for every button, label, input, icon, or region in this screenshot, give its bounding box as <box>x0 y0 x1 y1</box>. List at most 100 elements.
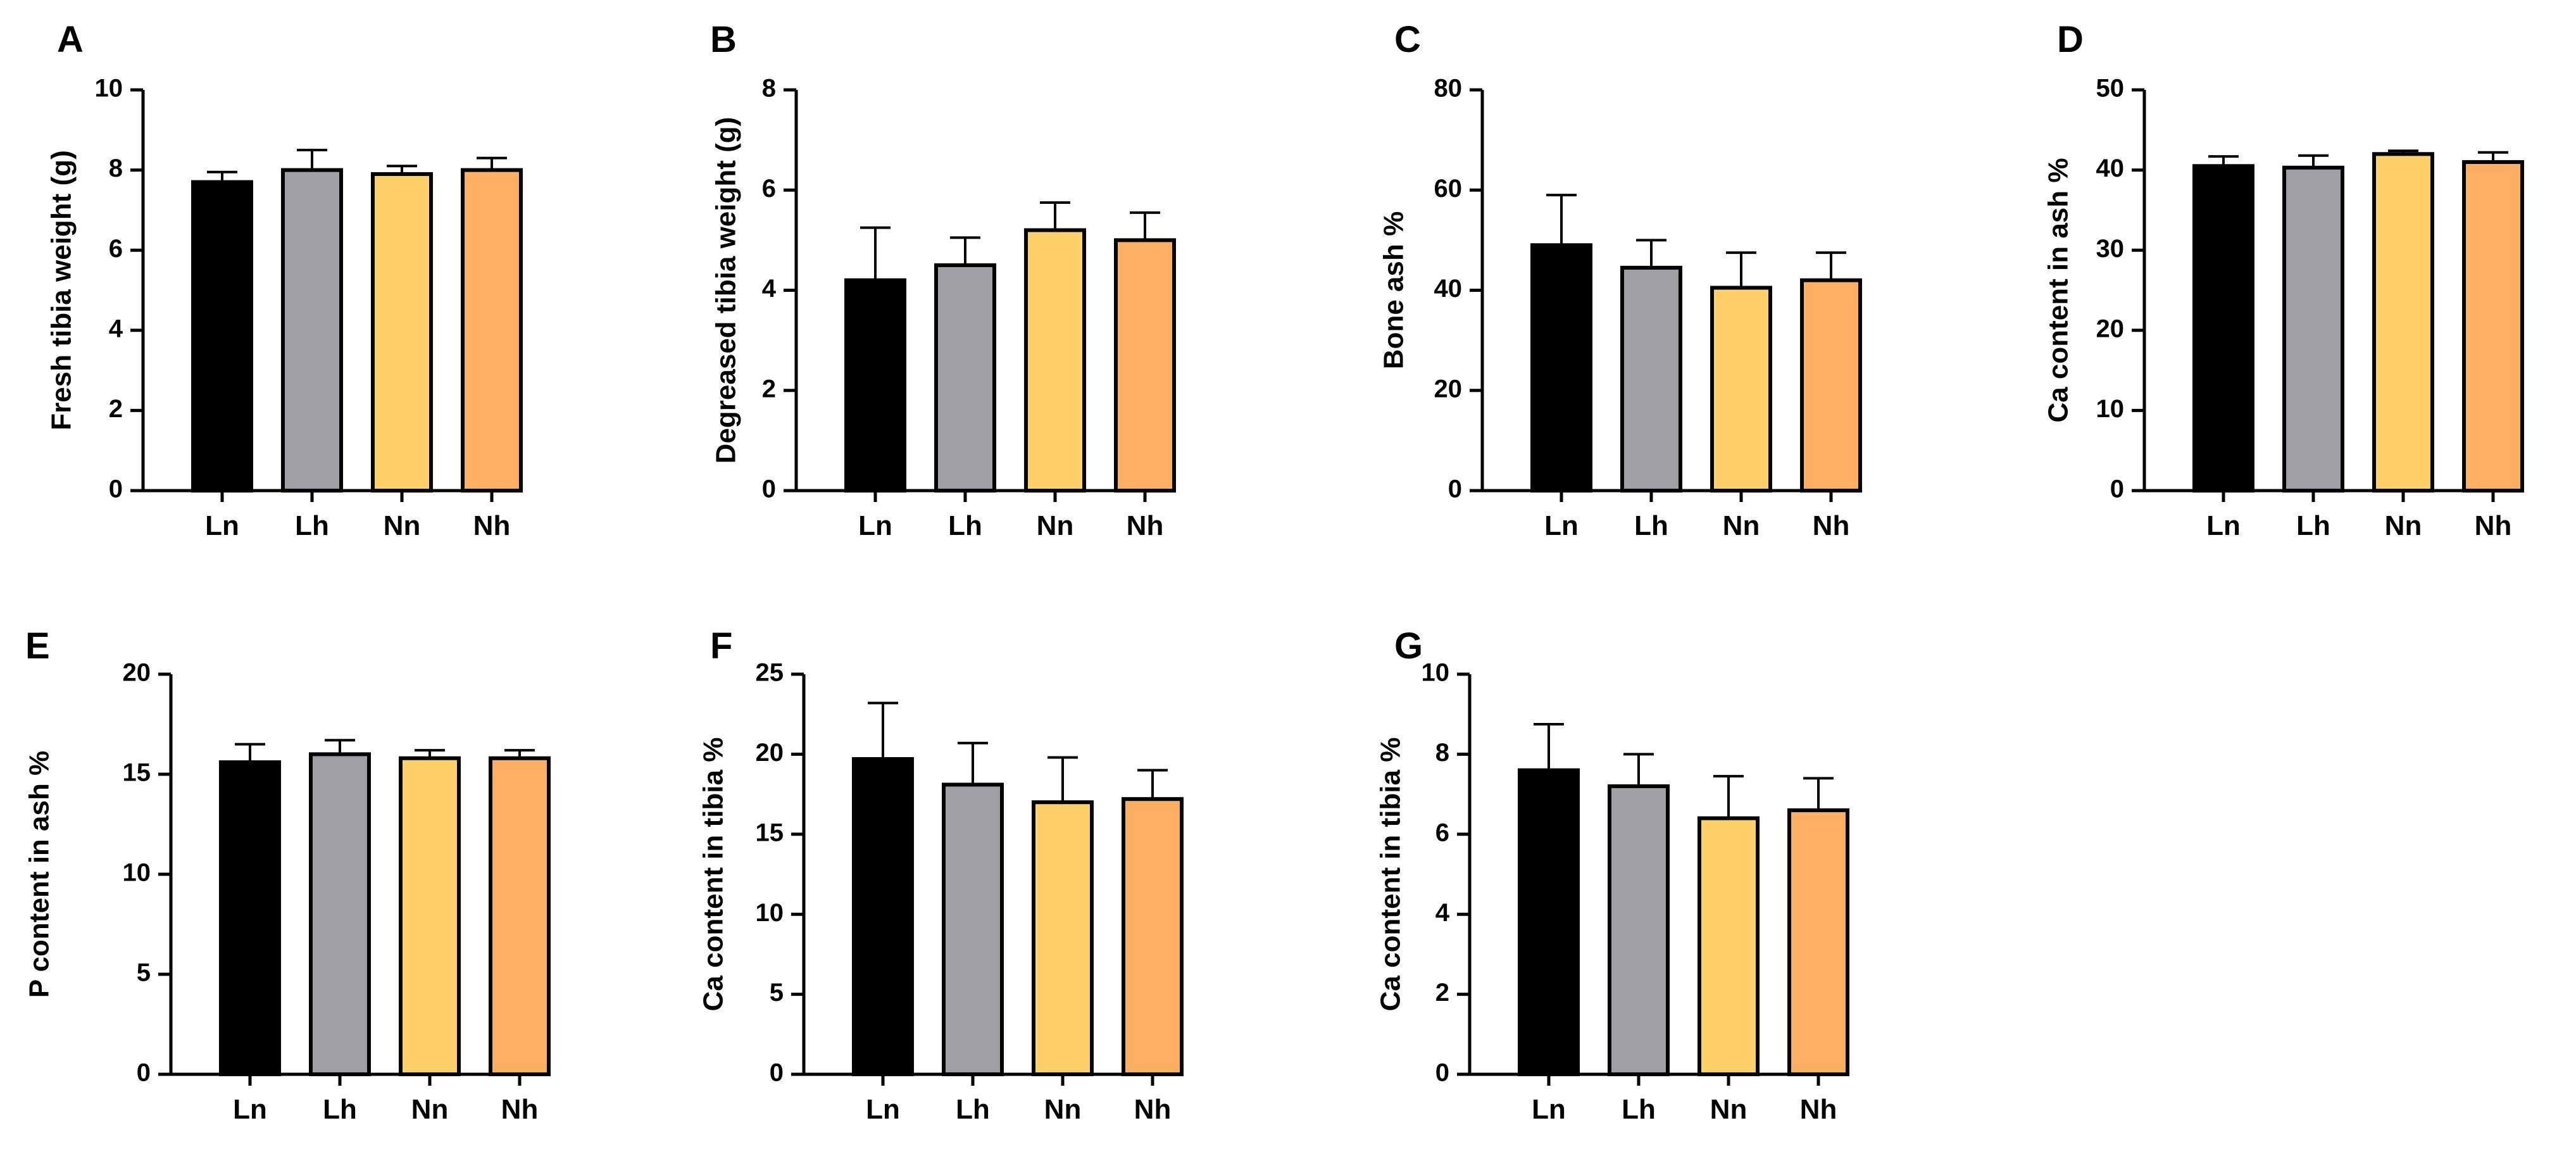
category-label: Lh <box>2296 510 2330 541</box>
y-tick-label: 8 <box>109 154 123 182</box>
bar-nn <box>1032 800 1094 1076</box>
category-label: Ln <box>205 510 239 541</box>
y-tick-label: 15 <box>756 819 784 846</box>
bar-ln <box>2192 164 2254 493</box>
y-tick-label: 25 <box>756 659 784 687</box>
bar-lh <box>2282 165 2344 493</box>
y-tick-label: 6 <box>109 235 123 263</box>
y-tick-label: 2 <box>762 375 776 403</box>
category-label: Nh <box>501 1094 539 1125</box>
y-tick-label: 10 <box>1422 659 1450 687</box>
bar-ln <box>191 180 253 493</box>
panel-letter: F <box>710 625 732 667</box>
y-tick-label: 80 <box>1434 75 1463 103</box>
y-tick-label: 10 <box>756 899 784 927</box>
category-label: Ln <box>1532 1094 1566 1125</box>
y-tick-label: 0 <box>770 1059 784 1087</box>
y-tick-label: 10 <box>2096 395 2125 423</box>
category-label: Nh <box>1800 1094 1837 1125</box>
bar-lh <box>934 263 996 493</box>
bar-nn <box>399 756 461 1076</box>
y-tick-label: 15 <box>123 759 151 787</box>
category-label: Nn <box>1710 1094 1748 1125</box>
bar-nh <box>1122 797 1184 1076</box>
bar-nn <box>371 172 433 493</box>
y-tick-label: 8 <box>1435 739 1449 767</box>
bar-nh <box>2462 160 2524 493</box>
y-tick-label: 0 <box>109 475 123 503</box>
category-label: Lh <box>956 1094 990 1125</box>
y-axis-label: Degreased tibia weight (g) <box>711 117 742 464</box>
category-label: Nh <box>1134 1094 1172 1125</box>
y-tick-label: 6 <box>1435 819 1449 846</box>
bar-lh <box>309 752 371 1077</box>
category-label: Nn <box>1044 1094 1082 1125</box>
panel-f: F Ca content in tibia % 0 5 10 15 20 25 Ln Lh Nn Nh <box>698 625 1184 1125</box>
bar-nn <box>2372 152 2434 493</box>
bar-nh <box>1800 278 1862 493</box>
y-tick-label: 2 <box>1435 979 1449 1007</box>
y-tick-label: 0 <box>137 1059 151 1087</box>
y-axis-label: Ca content in tibia % <box>698 738 729 1012</box>
y-axis-label: Fresh tibia weight (g) <box>46 150 77 430</box>
bar-lh <box>1608 784 1670 1076</box>
bar-nn <box>1710 286 1772 493</box>
bar-ln <box>219 760 281 1077</box>
category-label: Nh <box>1813 510 1850 541</box>
category-label: Nh <box>2475 510 2512 541</box>
y-axis-label: P content in ash % <box>24 751 55 998</box>
y-tick-label: 0 <box>2110 475 2124 503</box>
y-tick-label: 40 <box>1434 275 1463 303</box>
bar-lh <box>281 168 343 493</box>
bar-ln <box>1530 243 1592 493</box>
category-label: Ln <box>858 510 892 541</box>
y-tick-label: 6 <box>762 175 776 203</box>
y-tick-label: 50 <box>2096 75 2125 103</box>
y-tick-label: 0 <box>762 475 776 503</box>
panel-c: C Bone ash % 0 20 40 60 80 Ln Lh Nn Nh <box>1379 19 1862 541</box>
y-tick-label: 10 <box>123 859 151 887</box>
bar-nn <box>1698 816 1760 1077</box>
category-label: Nn <box>2385 510 2422 541</box>
panel-letter: A <box>57 19 84 60</box>
bar-ln <box>844 278 906 493</box>
category-label: Lh <box>1634 510 1668 541</box>
panel-g: G Ca content in tibia % 0 2 4 6 8 10 Ln Lh Nn Nh <box>1375 625 1849 1125</box>
y-tick-label: 8 <box>762 75 776 103</box>
category-label: Lh <box>1622 1094 1656 1125</box>
category-label: Lh <box>323 1094 357 1125</box>
panel-d: D Ca content in ash % 0 10 20 30 40 50 Ln Lh Nn Nh <box>2043 19 2524 541</box>
bar-nh <box>489 756 551 1076</box>
category-label: Nn <box>1037 510 1074 541</box>
bar-ln <box>1518 768 1580 1077</box>
y-tick-label: 5 <box>770 979 784 1007</box>
y-tick-label: 20 <box>123 659 151 687</box>
y-tick-label: 0 <box>1435 1059 1449 1087</box>
y-tick-label: 30 <box>2096 235 2125 263</box>
y-tick-label: 0 <box>1448 475 1462 503</box>
bar-nn <box>1024 228 1086 493</box>
category-label: Ln <box>233 1094 267 1125</box>
bar-lh <box>942 782 1004 1076</box>
y-tick-label: 20 <box>756 739 784 767</box>
panel-b: B Degreased tibia weight (g) 0 2 4 6 8 Ln Lh Nn Nh <box>710 19 1176 541</box>
y-axis-label: Ca content in tibia % <box>1375 738 1406 1012</box>
category-label: Nn <box>384 510 421 541</box>
category-label: Lh <box>948 510 982 541</box>
bar-lh <box>1620 265 1682 493</box>
bar-nh <box>1787 808 1849 1076</box>
bar-nh <box>461 168 523 493</box>
category-label: Nn <box>411 1094 449 1125</box>
panel-letter: B <box>710 19 737 60</box>
y-tick-label: 5 <box>137 959 151 987</box>
category-label: Nh <box>473 510 511 541</box>
category-label: Ln <box>2206 510 2241 541</box>
category-label: Nh <box>1127 510 1164 541</box>
panel-letter: C <box>1394 19 1421 60</box>
category-label: Ln <box>1544 510 1579 541</box>
panel-e: E P content in ash % 0 5 10 15 20 Ln Lh Nn Nh <box>24 625 551 1125</box>
panel-letter: E <box>25 625 50 667</box>
y-tick-label: 20 <box>2096 315 2125 342</box>
y-tick-label: 4 <box>1435 899 1450 927</box>
y-tick-label: 20 <box>1434 375 1463 403</box>
